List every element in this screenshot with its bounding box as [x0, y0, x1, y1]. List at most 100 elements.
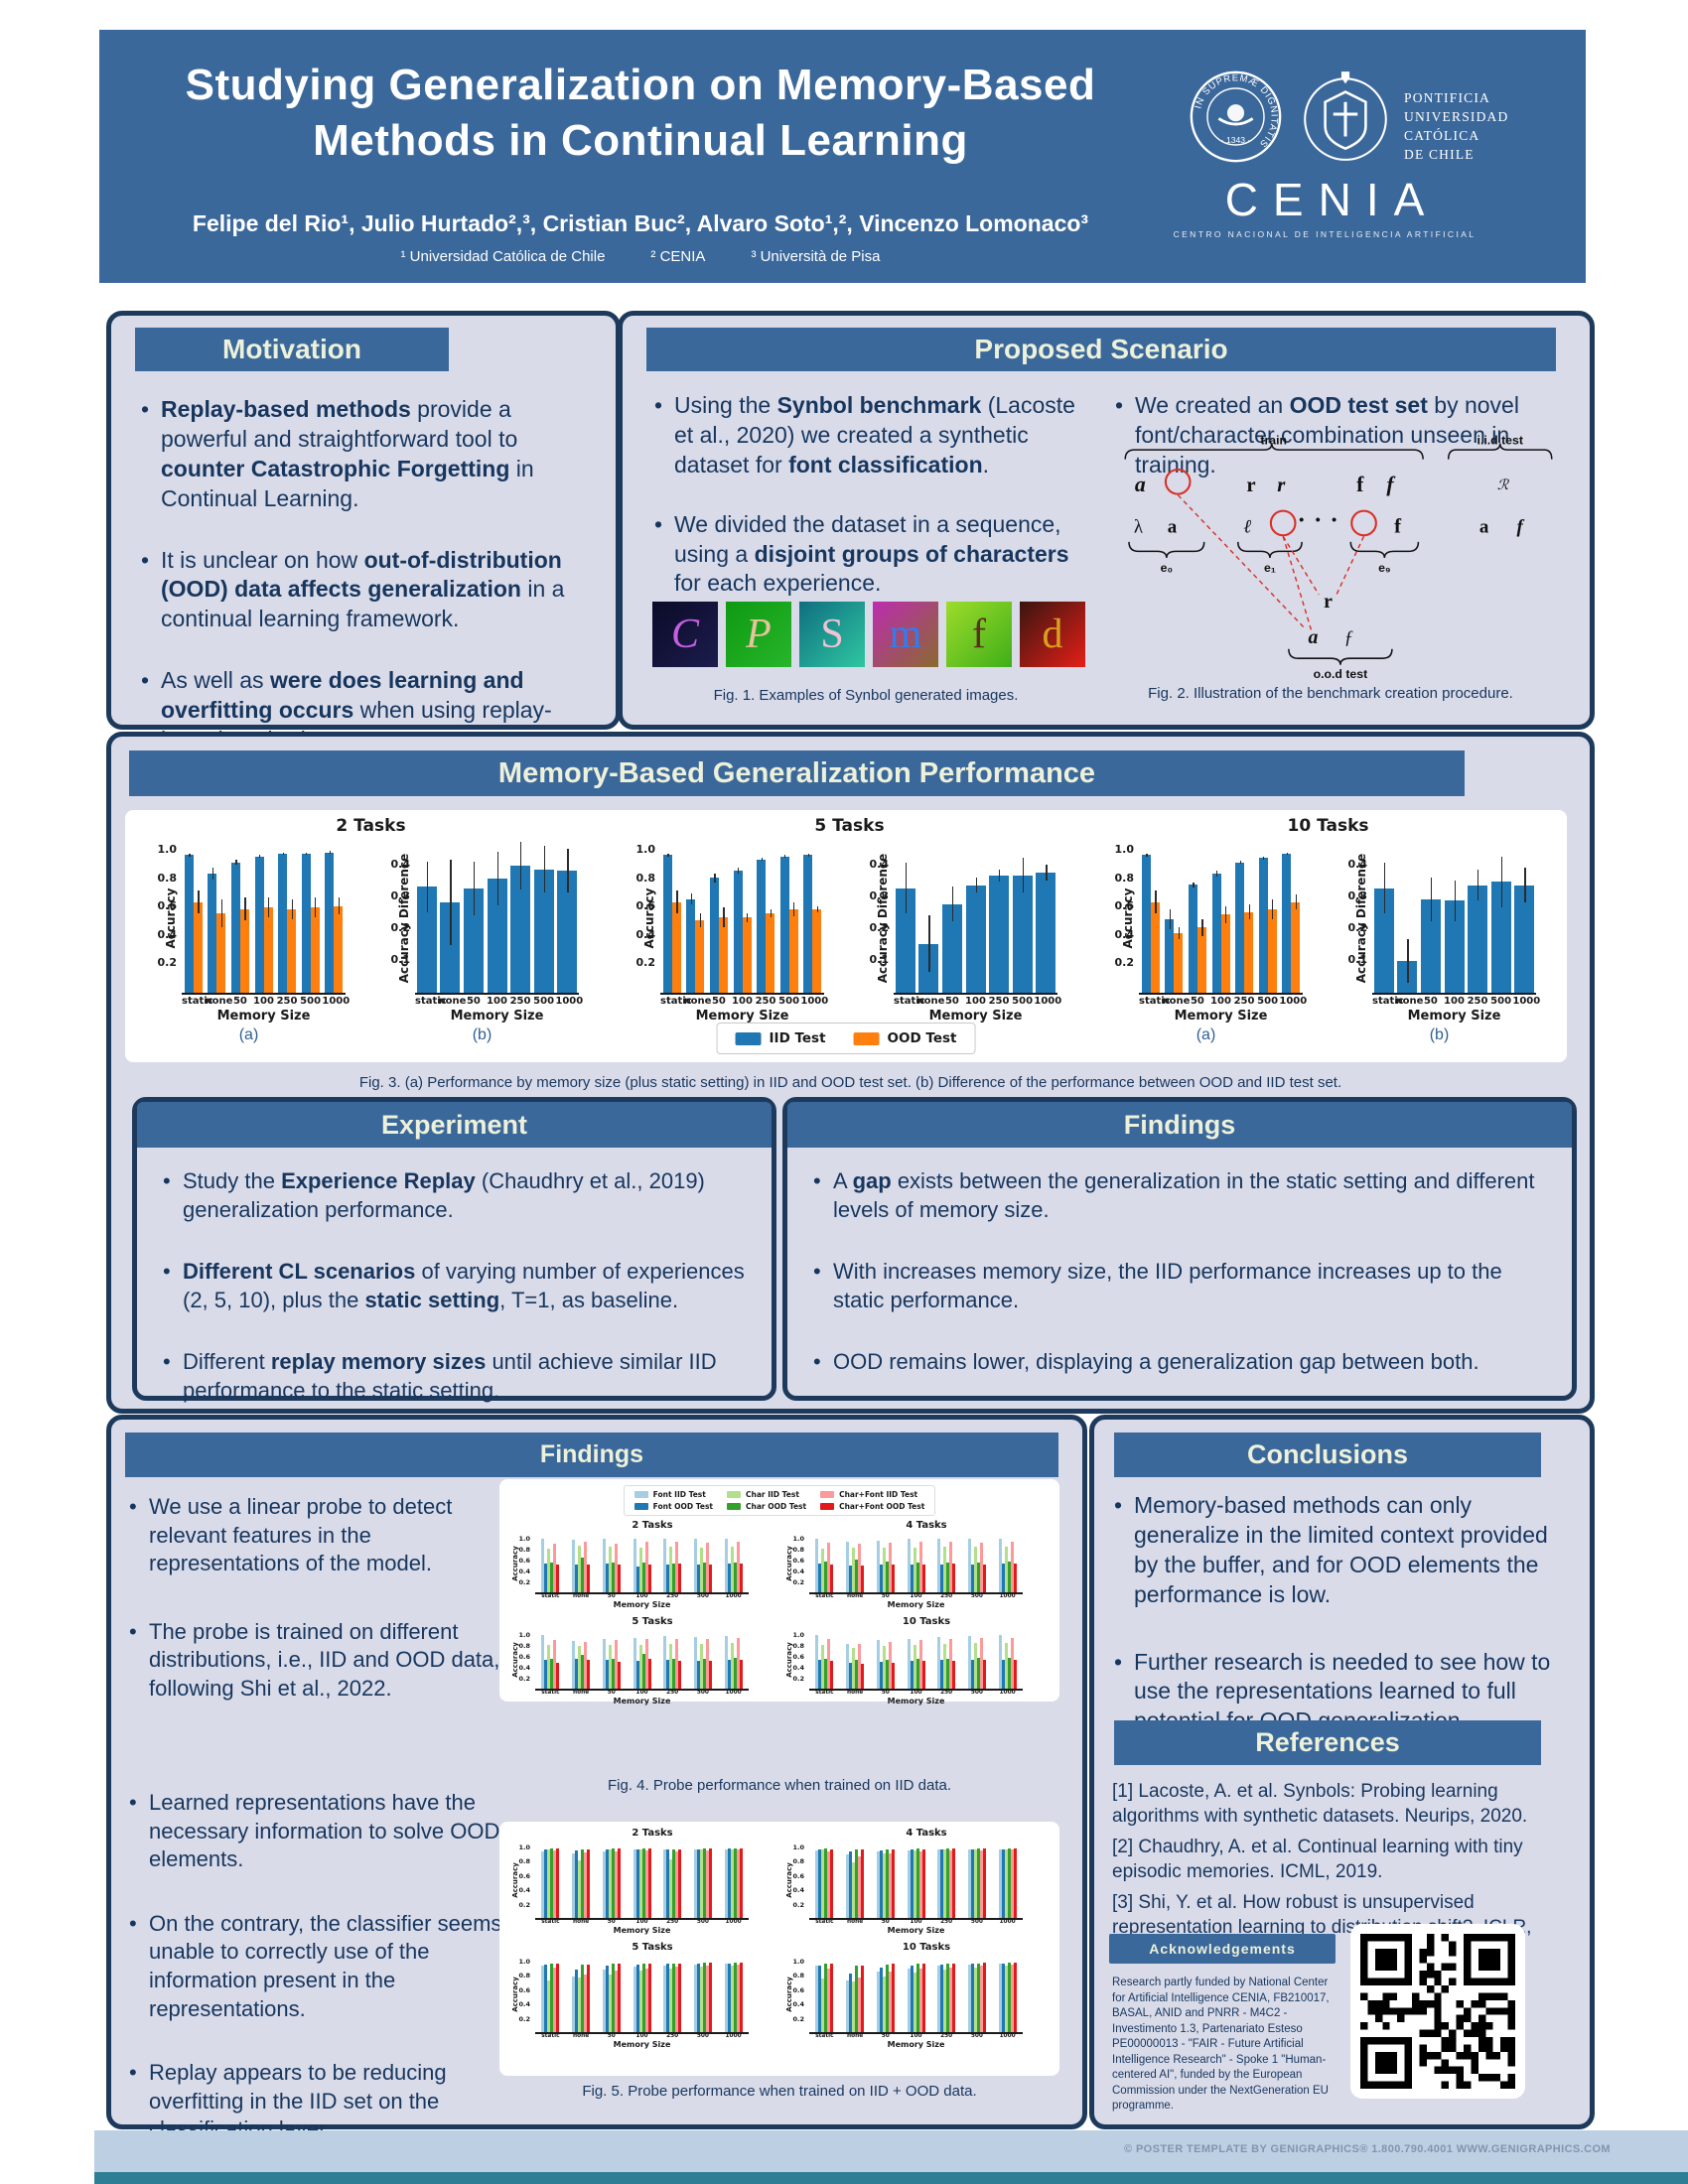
bar	[581, 1848, 585, 1918]
y-tick-label: 0.6	[792, 1652, 804, 1661]
bar	[672, 1848, 676, 1918]
bar	[830, 1564, 834, 1592]
mini-chart-cell: 5 Tasks Accuracy 0.2 0.4 0.6 0.8 1.0 static none…	[505, 1942, 779, 2050]
bar	[1001, 1659, 1005, 1689]
bullet-item: We created an OOD test set by novel font…	[1111, 391, 1560, 480]
x-tick-label: 1000	[1279, 996, 1308, 1007]
bar	[885, 1848, 889, 1918]
plot-area: 0.1 0.2 0.3 0.4	[870, 844, 1057, 995]
motivation-header: Motivation	[135, 328, 449, 371]
bar	[635, 1848, 639, 1918]
x-tick-label: none	[846, 1593, 864, 1599]
chart-title: 4 Tasks	[906, 1828, 947, 1839]
y-tick-label: 0.2	[518, 2014, 530, 2023]
bar	[602, 1970, 606, 2032]
x-tick-label: static	[815, 1690, 834, 1696]
bar	[970, 1660, 974, 1689]
x-tick-label: 1000	[725, 2033, 742, 2039]
y-tick-label: 0.6	[518, 1985, 530, 1994]
bar	[325, 852, 335, 993]
probe-accuracy-chart: Accuracy 0.2 0.4 0.6 0.8 1.0 static none 50 100 25…	[779, 1953, 1023, 2050]
bar	[584, 1642, 588, 1689]
bar	[1004, 1642, 1008, 1689]
fig4-grid: 2 Tasks Accuracy 0.2 0.4 0.6 0.8 1.0 static none…	[499, 1518, 1059, 1708]
motivation-bullets: Replay-based methods provide a powerful …	[137, 395, 584, 787]
bar	[708, 1564, 712, 1592]
proposed-scenario-box: Proposed Scenario Using the Synbol bench…	[618, 311, 1595, 730]
x-tick-label: none	[572, 1593, 590, 1599]
fig2-benchmark-diagram: train i.i.d test e₀ e₁ e₉ o.o.d test • •…	[1107, 433, 1570, 681]
bar	[641, 1562, 645, 1592]
x-tick-label: 500	[970, 1919, 983, 1925]
legend-item: Font IID Test	[633, 1490, 713, 1499]
y-tick-label: 0.8	[157, 871, 178, 885]
x-tick-label: static	[1372, 996, 1404, 1007]
bar	[693, 1848, 697, 1918]
plot-area: 0.2 0.4 0.6 0.8 1.0	[792, 1843, 1023, 1920]
bar	[827, 1850, 831, 1918]
bar	[602, 1850, 606, 1918]
bar	[1012, 875, 1033, 993]
y-tick-label: 0.2	[518, 1674, 530, 1683]
x-tick-label: 500	[970, 1690, 983, 1696]
bar	[724, 1964, 728, 2032]
x-tick-label: 100	[910, 1690, 922, 1696]
bar	[1267, 908, 1277, 993]
error-bar	[329, 851, 331, 854]
x-tick-label: 50	[1423, 996, 1438, 1007]
experiment-box: Experiment Study the Experience Replay (…	[132, 1097, 776, 1403]
plot-area: 0.2 0.4 0.6 0.8 1.0	[1115, 843, 1303, 995]
bar	[487, 879, 507, 993]
bar	[882, 1852, 886, 1918]
bar	[879, 1564, 883, 1592]
x-axis-label: Memory Size	[613, 2040, 671, 2049]
error-bar	[1239, 861, 1241, 864]
y-tick-label: 0.6	[518, 1871, 530, 1880]
y-tick-label: 0.2	[792, 1674, 804, 1683]
bar	[940, 1964, 944, 2032]
bar	[982, 1962, 986, 2032]
bar	[952, 1564, 956, 1592]
bar	[1244, 911, 1254, 993]
y-tick-label: 0.4	[518, 1886, 530, 1895]
bar	[952, 1660, 956, 1689]
error-bar	[520, 842, 522, 890]
probe-accuracy-chart: Accuracy 0.2 0.4 0.6 0.8 1.0 static none 50 100 25…	[779, 1531, 1023, 1610]
chart-title: 4 Tasks	[906, 1520, 947, 1531]
fig3-difference-chart: Accuracy Diference 0.1 0.2 0.3 0.4 static none…	[1342, 840, 1541, 1024]
y-tick-label: 0.8	[792, 1972, 804, 1980]
bullet-item: Study the Experience Replay (Chaudhry et…	[159, 1167, 745, 1224]
footer-accent-bar	[94, 2172, 1688, 2184]
bar	[1188, 885, 1197, 993]
bar	[861, 1663, 865, 1689]
error-bar	[1272, 898, 1274, 919]
y-tick-label: 0.4	[869, 858, 890, 872]
bar	[937, 1637, 941, 1689]
performance-header: Memory-Based Generalization Performance	[129, 751, 1465, 796]
bar	[184, 855, 194, 993]
bar	[641, 1963, 645, 2032]
bar	[553, 1639, 557, 1689]
bar	[416, 887, 437, 993]
fig3-accuracy-chart: Accuracy 0.2 0.4 0.6 0.8 1.0 static none 50 100 25…	[1109, 840, 1308, 1024]
bar	[818, 1849, 822, 1918]
bar	[708, 1962, 712, 2032]
subplot-label: (a)	[1196, 1026, 1216, 1043]
bar	[846, 1643, 850, 1689]
fig2-glyph: r	[1246, 473, 1255, 496]
bar	[858, 1543, 862, 1592]
bar	[989, 875, 1010, 993]
bar	[976, 1963, 980, 2032]
bar	[553, 1967, 557, 2032]
x-tick-label: 1000	[999, 1919, 1016, 1925]
chart-title: 10 Tasks	[1287, 816, 1369, 836]
bar	[943, 1643, 947, 1689]
bar	[976, 1847, 980, 1918]
x-tick-label: 50	[881, 2033, 890, 2039]
experiment-bullets: Study the Experience Replay (Chaudhry et…	[159, 1167, 745, 1439]
bar	[669, 1547, 673, 1592]
bar	[678, 1564, 682, 1592]
bar	[982, 1564, 986, 1592]
bar	[941, 903, 962, 993]
error-bar	[189, 854, 191, 857]
